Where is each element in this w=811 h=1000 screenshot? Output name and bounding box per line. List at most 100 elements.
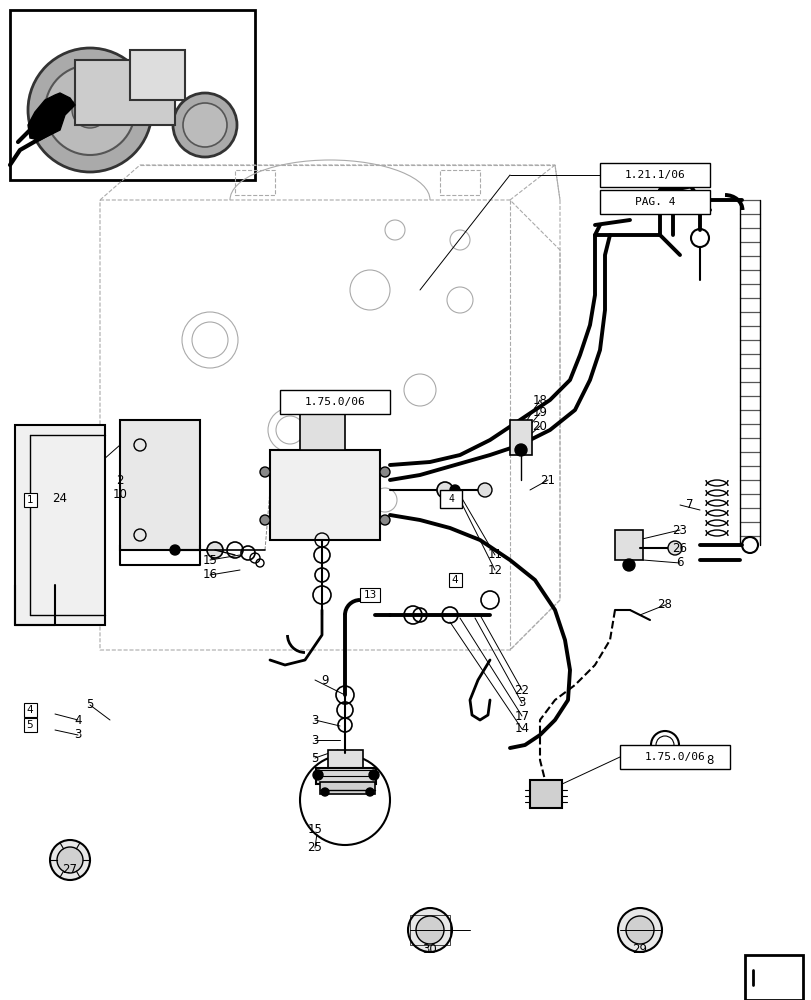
Text: 21: 21 xyxy=(540,474,555,487)
Polygon shape xyxy=(28,93,75,140)
Text: 3: 3 xyxy=(311,733,318,746)
Text: 4: 4 xyxy=(451,575,457,585)
Text: 5: 5 xyxy=(311,752,318,764)
Text: 18: 18 xyxy=(532,393,547,406)
Text: 5: 5 xyxy=(27,720,33,730)
Bar xyxy=(24,703,37,717)
Bar xyxy=(509,420,531,455)
Bar xyxy=(299,400,345,450)
Circle shape xyxy=(320,788,328,796)
Text: PAG. 4: PAG. 4 xyxy=(634,197,675,207)
Circle shape xyxy=(299,755,389,845)
Bar xyxy=(75,60,175,125)
Text: 1.21.1/06: 1.21.1/06 xyxy=(624,170,684,180)
Bar xyxy=(10,10,255,180)
Text: 17: 17 xyxy=(514,710,529,722)
Text: 1.75.0/06: 1.75.0/06 xyxy=(304,397,365,407)
Text: 9: 9 xyxy=(321,674,328,686)
Text: 1.75.0/06: 1.75.0/06 xyxy=(644,752,705,762)
Text: 1: 1 xyxy=(27,495,33,505)
Bar xyxy=(24,493,37,507)
Circle shape xyxy=(260,515,270,525)
Text: 22: 22 xyxy=(514,684,529,696)
Bar xyxy=(15,425,105,625)
Text: 5: 5 xyxy=(86,698,93,711)
Text: 6: 6 xyxy=(676,556,683,570)
Text: 14: 14 xyxy=(514,722,529,735)
Circle shape xyxy=(449,485,460,495)
Circle shape xyxy=(625,916,653,944)
Bar xyxy=(299,393,345,403)
Circle shape xyxy=(45,65,135,155)
Circle shape xyxy=(169,545,180,555)
Bar xyxy=(328,750,363,768)
Circle shape xyxy=(514,444,526,456)
Bar xyxy=(280,390,389,414)
Circle shape xyxy=(72,92,108,128)
Text: 24: 24 xyxy=(53,491,67,504)
Text: 12: 12 xyxy=(487,564,502,576)
Bar xyxy=(440,490,461,508)
Bar xyxy=(448,573,461,587)
Bar xyxy=(130,50,185,100)
Text: 30: 30 xyxy=(422,943,437,956)
Text: 28: 28 xyxy=(657,598,672,611)
Text: 4: 4 xyxy=(74,713,82,726)
Bar xyxy=(270,450,380,540)
Bar xyxy=(234,170,275,195)
Bar xyxy=(315,768,375,784)
Text: 10: 10 xyxy=(113,488,127,502)
Circle shape xyxy=(28,48,152,172)
Circle shape xyxy=(173,93,237,157)
Circle shape xyxy=(478,483,491,497)
Text: 15: 15 xyxy=(202,554,217,566)
Text: 15: 15 xyxy=(307,823,322,836)
Circle shape xyxy=(366,788,374,796)
Text: 13: 13 xyxy=(363,590,376,600)
Circle shape xyxy=(380,515,389,525)
Text: 3: 3 xyxy=(75,728,82,741)
Circle shape xyxy=(260,467,270,477)
Bar xyxy=(320,782,375,794)
Text: 4: 4 xyxy=(448,494,453,504)
Text: 8: 8 xyxy=(706,754,713,766)
Bar xyxy=(620,745,729,769)
Circle shape xyxy=(415,916,444,944)
Circle shape xyxy=(436,482,453,498)
Circle shape xyxy=(312,770,323,780)
Bar xyxy=(24,718,37,732)
Text: 7: 7 xyxy=(685,498,693,512)
Bar xyxy=(440,170,479,195)
Circle shape xyxy=(622,559,634,571)
Circle shape xyxy=(182,103,227,147)
Bar xyxy=(120,420,200,550)
Circle shape xyxy=(50,840,90,880)
Text: 4: 4 xyxy=(27,705,33,715)
Text: 16: 16 xyxy=(202,568,217,582)
Bar xyxy=(599,190,709,214)
Text: 27: 27 xyxy=(62,863,77,876)
Text: 2: 2 xyxy=(116,474,123,487)
Text: 25: 25 xyxy=(307,841,322,854)
Text: 23: 23 xyxy=(672,524,687,536)
Bar xyxy=(530,780,561,808)
Text: 3: 3 xyxy=(517,696,525,710)
Bar xyxy=(599,163,709,187)
Bar xyxy=(614,530,642,560)
Text: 19: 19 xyxy=(532,406,547,420)
Bar xyxy=(410,915,449,945)
Bar xyxy=(744,955,802,1000)
Text: 11: 11 xyxy=(487,548,502,562)
Circle shape xyxy=(617,908,661,952)
Circle shape xyxy=(667,541,681,555)
Circle shape xyxy=(407,908,452,952)
Text: 29: 29 xyxy=(632,943,646,956)
Bar xyxy=(359,588,380,602)
Circle shape xyxy=(368,770,379,780)
Circle shape xyxy=(380,467,389,477)
Text: 20: 20 xyxy=(532,420,547,432)
Circle shape xyxy=(207,542,223,558)
Circle shape xyxy=(57,847,83,873)
Text: 3: 3 xyxy=(311,713,318,726)
Text: 26: 26 xyxy=(672,542,687,554)
